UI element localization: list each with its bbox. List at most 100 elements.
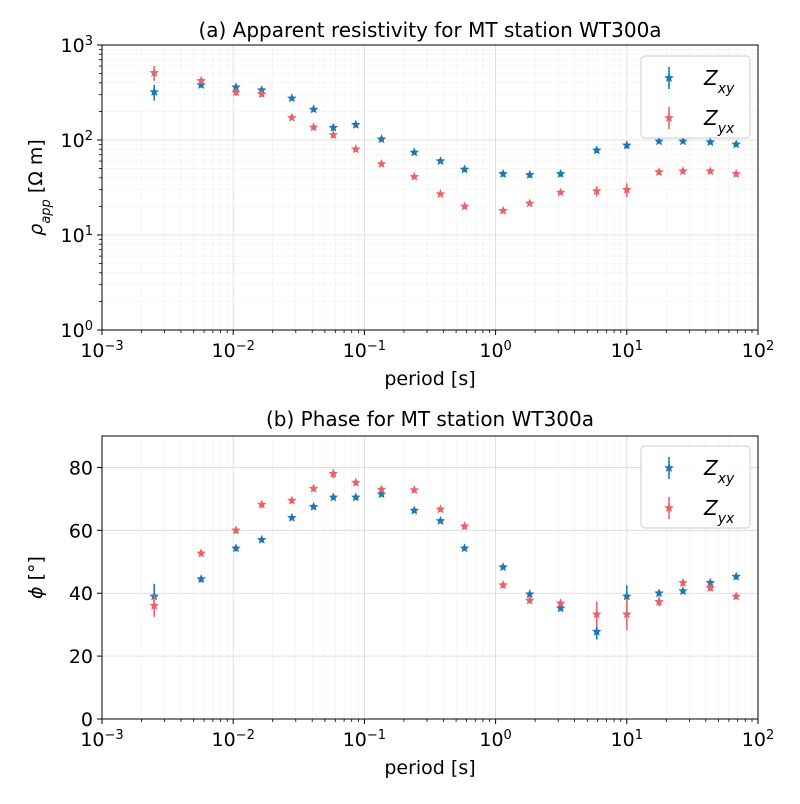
- data-point: [731, 139, 741, 149]
- data-point: [308, 483, 319, 493]
- data-point: [409, 147, 420, 157]
- data-point: [149, 87, 159, 97]
- data-point: [256, 88, 267, 99]
- data-point: [591, 145, 602, 155]
- data-point: [149, 600, 159, 610]
- data-point: [376, 134, 387, 144]
- x-tick-label: 102: [742, 728, 774, 752]
- data-point: [328, 492, 339, 502]
- legend: Zxy Zyx: [640, 55, 751, 139]
- y-tick-label: 100: [61, 319, 93, 343]
- x-axis-label: period [s]: [384, 368, 475, 390]
- data-point: [459, 201, 470, 211]
- data-point: [498, 205, 508, 215]
- data-point: [196, 548, 206, 558]
- x-tick-label: 10−1: [343, 728, 386, 752]
- data-point: [498, 168, 508, 178]
- legend-marker: [664, 463, 674, 473]
- x-tick-label: 101: [611, 728, 643, 752]
- y-axis-label: ρapp [Ω m]: [25, 139, 54, 235]
- legend-label: Zyx: [703, 496, 735, 527]
- legend-label: Zxy: [703, 66, 735, 97]
- data-point: [196, 574, 206, 584]
- data-point: [409, 505, 420, 515]
- x-tick-label: 10−1: [343, 339, 386, 363]
- data-point: [555, 168, 566, 178]
- data-point: [308, 122, 319, 132]
- series-Zyx: [149, 468, 741, 631]
- data-point: [435, 189, 446, 199]
- data-point: [678, 577, 688, 587]
- data-point: [524, 589, 535, 599]
- data-point: [231, 82, 241, 92]
- data-point: [409, 485, 420, 495]
- x-tick-label: 10−2: [212, 339, 255, 363]
- panel-a: 10−3 10−2 10−1 100 101 102 100 101 102 103 (a) App…: [25, 18, 774, 390]
- y-tick-label: 101: [61, 224, 93, 248]
- x-tick-label: 10−3: [80, 728, 123, 752]
- plot-frame: [101, 44, 759, 331]
- data-point: [287, 512, 297, 522]
- legend-marker: [664, 73, 674, 83]
- data-point: [654, 136, 664, 146]
- x-tick-label: 101: [611, 339, 643, 363]
- data-point: [409, 171, 420, 181]
- y-tick-label: 103: [61, 34, 93, 58]
- chart-title: (b) Phase for MT station WT300a: [266, 407, 594, 431]
- data-point: [196, 75, 206, 85]
- data-point: [328, 129, 339, 139]
- data-point: [654, 167, 664, 177]
- data-point: [149, 67, 159, 77]
- data-point: [622, 140, 632, 150]
- data-point: [196, 79, 206, 89]
- data-point: [256, 499, 267, 509]
- data-point: [591, 609, 602, 619]
- data-point: [705, 166, 716, 176]
- data-point: [376, 158, 387, 168]
- chart-title: (a) Apparent resistivity for MT station …: [198, 18, 661, 42]
- data-point: [622, 609, 632, 619]
- y-axis-label: ϕ [°]: [25, 556, 47, 599]
- series-Zxy: [149, 79, 741, 179]
- data-point: [256, 534, 267, 544]
- data-point: [498, 562, 508, 572]
- legend: Zxy Zyx: [640, 445, 751, 529]
- x-tick-label: 102: [742, 339, 774, 363]
- data-point: [555, 603, 566, 613]
- panel-b: 10−3 10−2 10−1 100 101 102 0 20 40 60 80 (b) Phase …: [25, 407, 774, 779]
- legend-marker: [664, 113, 674, 123]
- data-point: [231, 543, 241, 553]
- data-point: [705, 137, 716, 147]
- data-point: [287, 112, 297, 122]
- data-point: [328, 122, 339, 132]
- data-point: [654, 596, 664, 606]
- data-point: [678, 166, 688, 176]
- legend-label: Zxy: [703, 456, 735, 487]
- data-point: [231, 525, 241, 535]
- data-point: [459, 521, 470, 531]
- data-point: [351, 144, 361, 154]
- data-point: [287, 495, 297, 505]
- data-point: [351, 477, 361, 487]
- data-point: [459, 164, 470, 174]
- data-point: [376, 489, 387, 499]
- series-Zyx: [149, 66, 741, 215]
- data-point: [591, 186, 602, 196]
- data-point: [731, 168, 741, 178]
- data-point: [435, 515, 446, 525]
- data-point: [678, 586, 688, 596]
- data-point: [351, 119, 361, 129]
- data-point: [622, 591, 632, 601]
- x-tick-label: 100: [479, 728, 511, 752]
- data-point: [287, 93, 297, 103]
- x-axis-label: period [s]: [384, 757, 475, 779]
- data-point: [231, 87, 241, 97]
- data-point: [731, 591, 741, 601]
- legend-label: Zyx: [703, 106, 735, 137]
- data-point: [524, 198, 535, 208]
- data-point: [435, 156, 446, 166]
- data-point: [376, 484, 387, 494]
- data-point: [555, 187, 566, 197]
